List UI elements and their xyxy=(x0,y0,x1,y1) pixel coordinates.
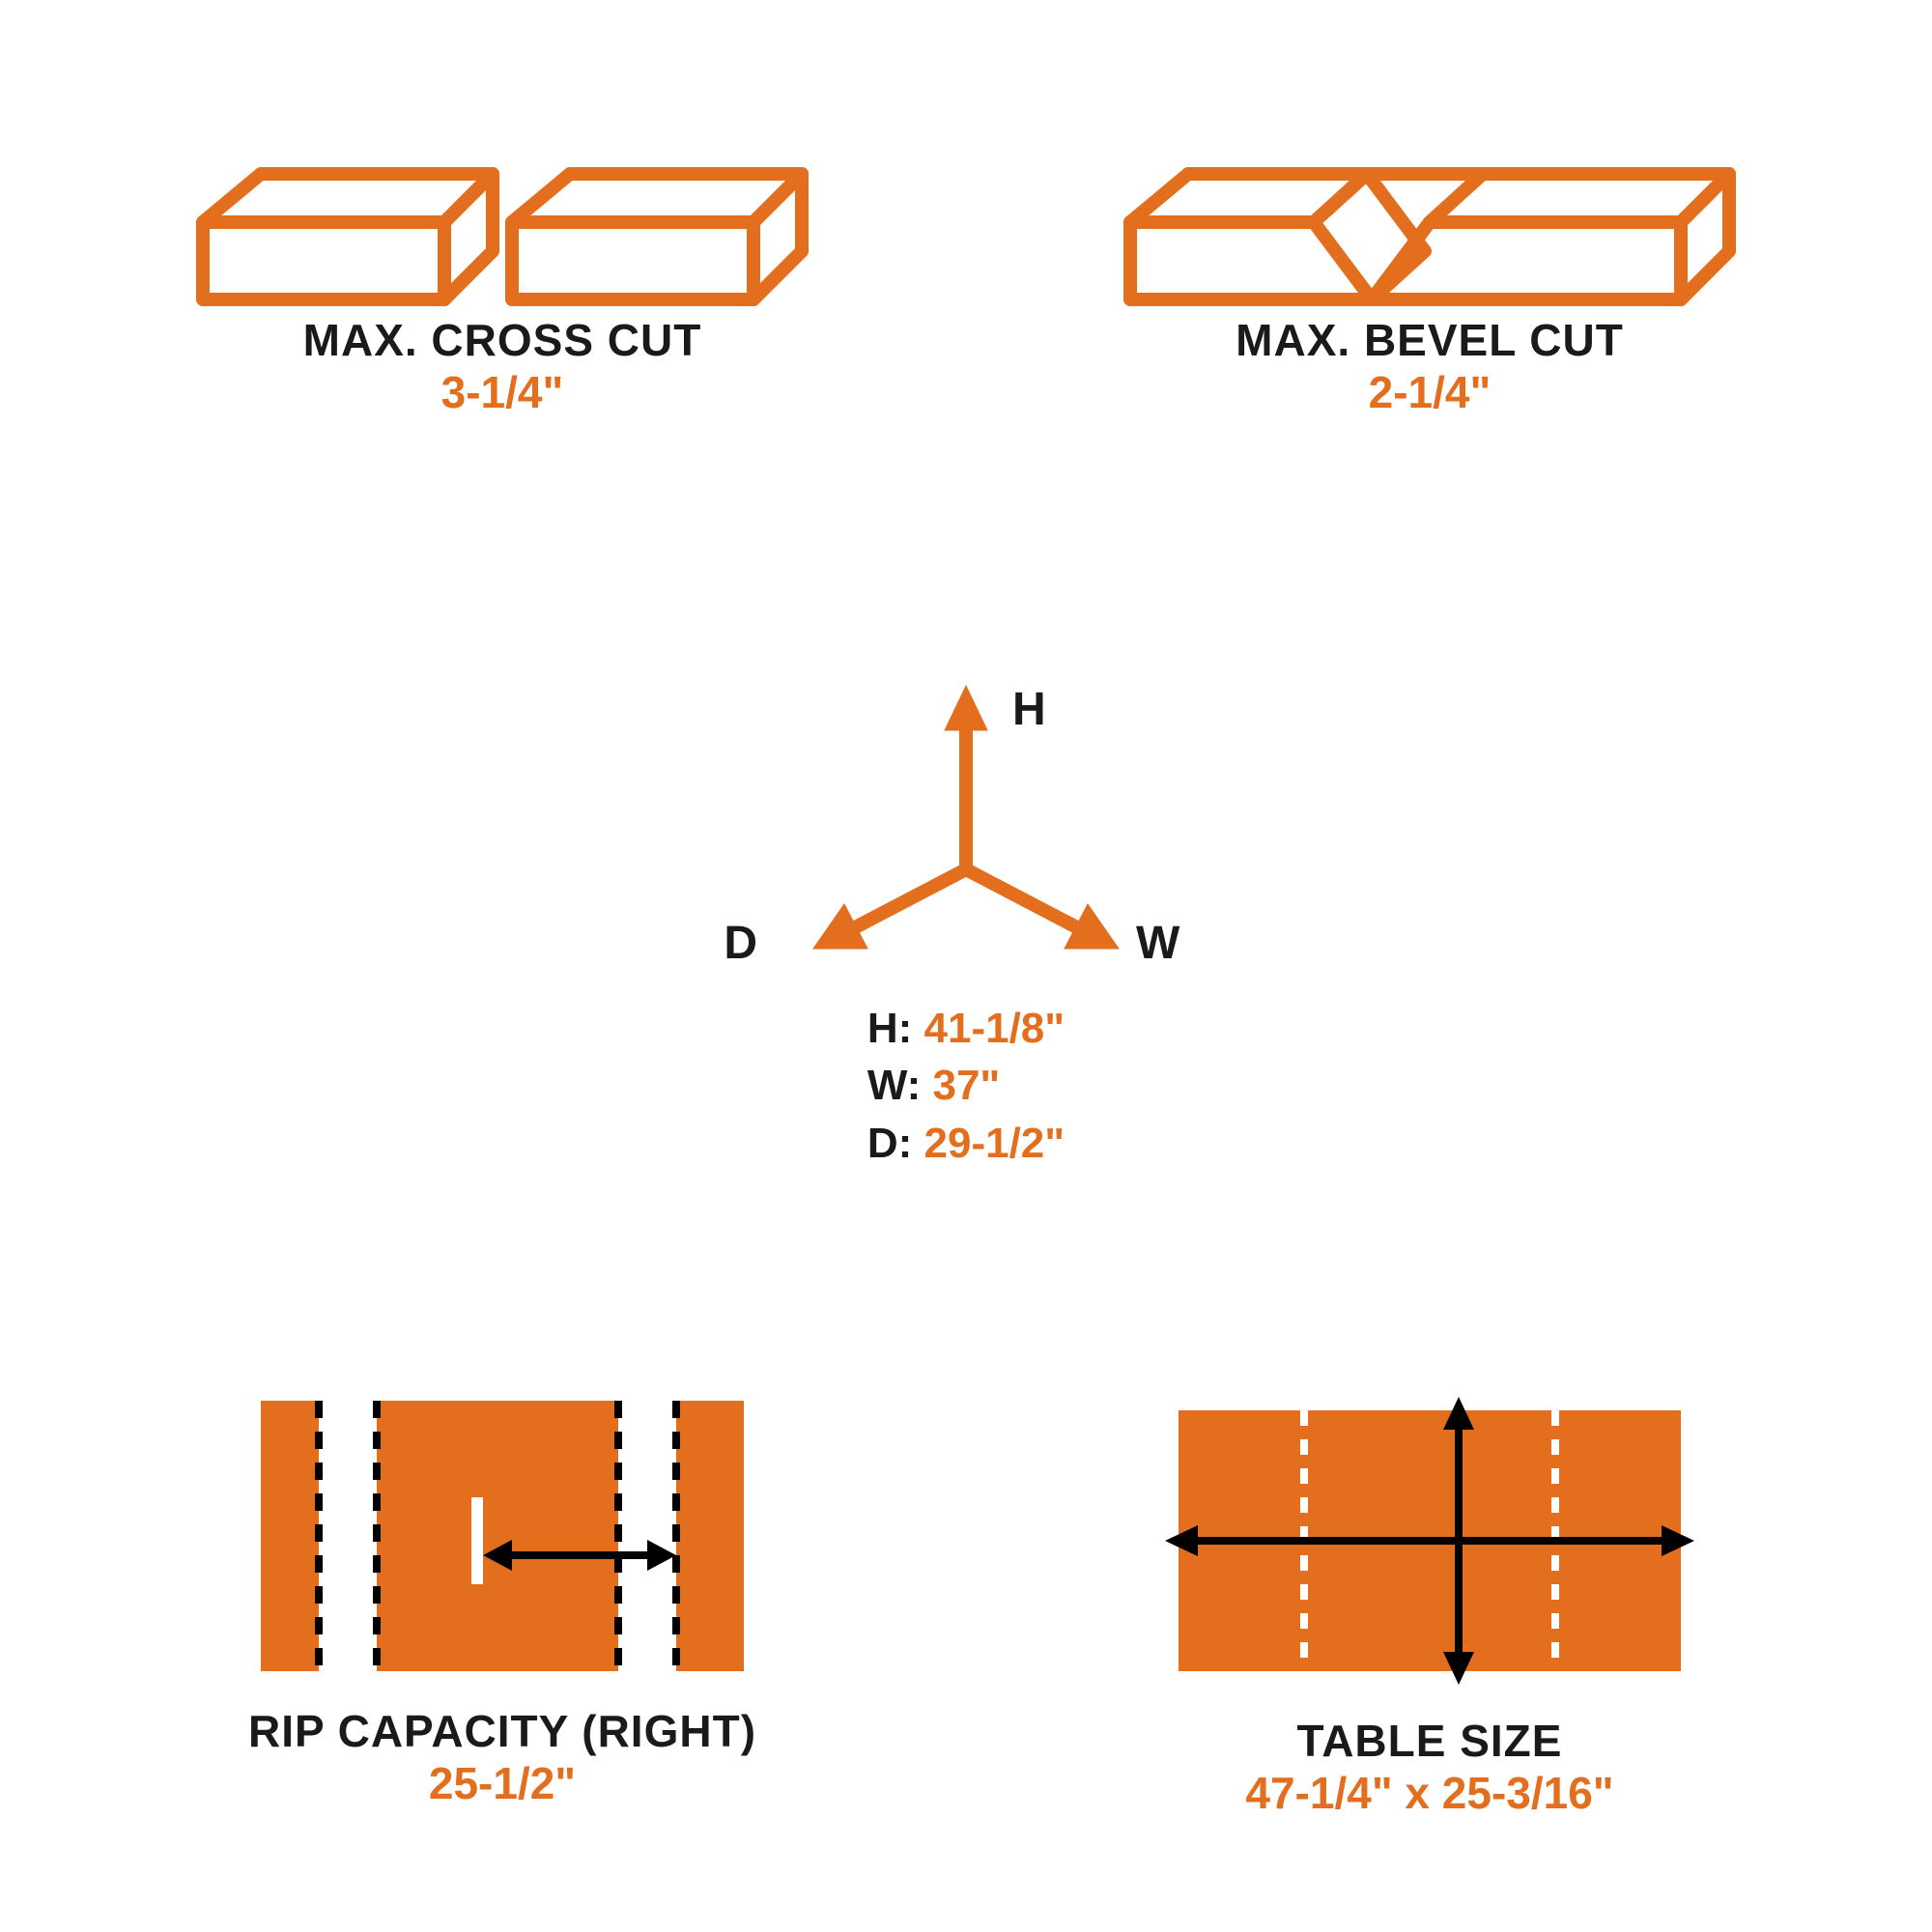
dimensions-icon: H W D xyxy=(763,676,1169,966)
bevelcut-panel: MAX. BEVEL CUT 2-1/4" xyxy=(1082,155,1777,418)
dim-row-w: W: 37" xyxy=(867,1057,1065,1114)
tablesize-icon xyxy=(1159,1391,1700,1690)
dim-value: 29-1/2" xyxy=(924,1120,1065,1167)
crosscut-icon xyxy=(193,155,811,309)
dim-label: W: xyxy=(867,1062,921,1109)
axis-label-w: W xyxy=(1136,918,1180,969)
dim-label: D: xyxy=(867,1120,912,1167)
crosscut-title: MAX. CROSS CUT xyxy=(155,314,850,366)
dim-row-h: H: 41-1/8" xyxy=(867,1000,1065,1057)
dimensions-rows: H: 41-1/8" W: 37" D: 29-1/2" xyxy=(867,1000,1065,1172)
bevelcut-value: 2-1/4" xyxy=(1082,366,1777,418)
bevelcut-icon xyxy=(1121,155,1739,309)
crosscut-value: 3-1/4" xyxy=(155,366,850,418)
axis-label-h: H xyxy=(1012,684,1046,735)
ripcapacity-icon xyxy=(261,1391,744,1681)
dim-value: 37" xyxy=(932,1062,1000,1109)
tablesize-panel: TABLE SIZE 47-1/4" x 25-3/16" xyxy=(1082,1391,1777,1819)
dim-row-d: D: 29-1/2" xyxy=(867,1115,1065,1172)
dim-label: H: xyxy=(867,1005,912,1052)
dimensions-panel: H W D H: 41-1/8" W: 37" D: 29-1/2" xyxy=(676,676,1256,1172)
ripcapacity-title: RIP CAPACITY (RIGHT) xyxy=(155,1705,850,1757)
axis-label-d: D xyxy=(724,918,757,969)
dim-value: 41-1/8" xyxy=(924,1005,1065,1052)
crosscut-panel: MAX. CROSS CUT 3-1/4" xyxy=(155,155,850,418)
ripcapacity-panel: RIP CAPACITY (RIGHT) 25-1/2" xyxy=(155,1391,850,1809)
tablesize-value: 47-1/4" x 25-3/16" xyxy=(1082,1767,1777,1819)
bevelcut-title: MAX. BEVEL CUT xyxy=(1082,314,1777,366)
tablesize-title: TABLE SIZE xyxy=(1082,1715,1777,1767)
ripcapacity-value: 25-1/2" xyxy=(155,1757,850,1809)
